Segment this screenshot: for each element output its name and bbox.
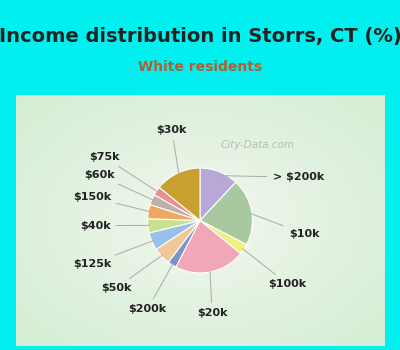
Text: $60k: $60k: [84, 170, 153, 200]
Wedge shape: [149, 220, 200, 249]
Wedge shape: [200, 182, 252, 245]
Wedge shape: [148, 205, 200, 220]
Text: $50k: $50k: [101, 255, 162, 293]
Wedge shape: [154, 187, 200, 220]
Text: $100k: $100k: [242, 248, 307, 289]
Text: $75k: $75k: [89, 152, 158, 192]
Wedge shape: [200, 168, 236, 220]
Wedge shape: [156, 220, 200, 262]
Wedge shape: [159, 168, 200, 220]
Text: > $200k: > $200k: [220, 172, 324, 182]
Text: $125k: $125k: [73, 241, 153, 269]
Wedge shape: [150, 195, 200, 220]
Text: Income distribution in Storrs, CT (%): Income distribution in Storrs, CT (%): [0, 27, 400, 46]
Text: $30k: $30k: [156, 125, 187, 174]
Text: $20k: $20k: [197, 271, 227, 318]
Wedge shape: [168, 220, 200, 267]
Text: $40k: $40k: [81, 220, 149, 231]
Wedge shape: [148, 219, 200, 233]
Text: City-Data.com: City-Data.com: [220, 140, 294, 150]
Text: $150k: $150k: [73, 192, 150, 212]
Text: White residents: White residents: [138, 60, 262, 74]
Wedge shape: [200, 220, 246, 254]
Wedge shape: [176, 220, 241, 273]
Text: $200k: $200k: [128, 264, 173, 314]
Text: $10k: $10k: [250, 213, 319, 239]
